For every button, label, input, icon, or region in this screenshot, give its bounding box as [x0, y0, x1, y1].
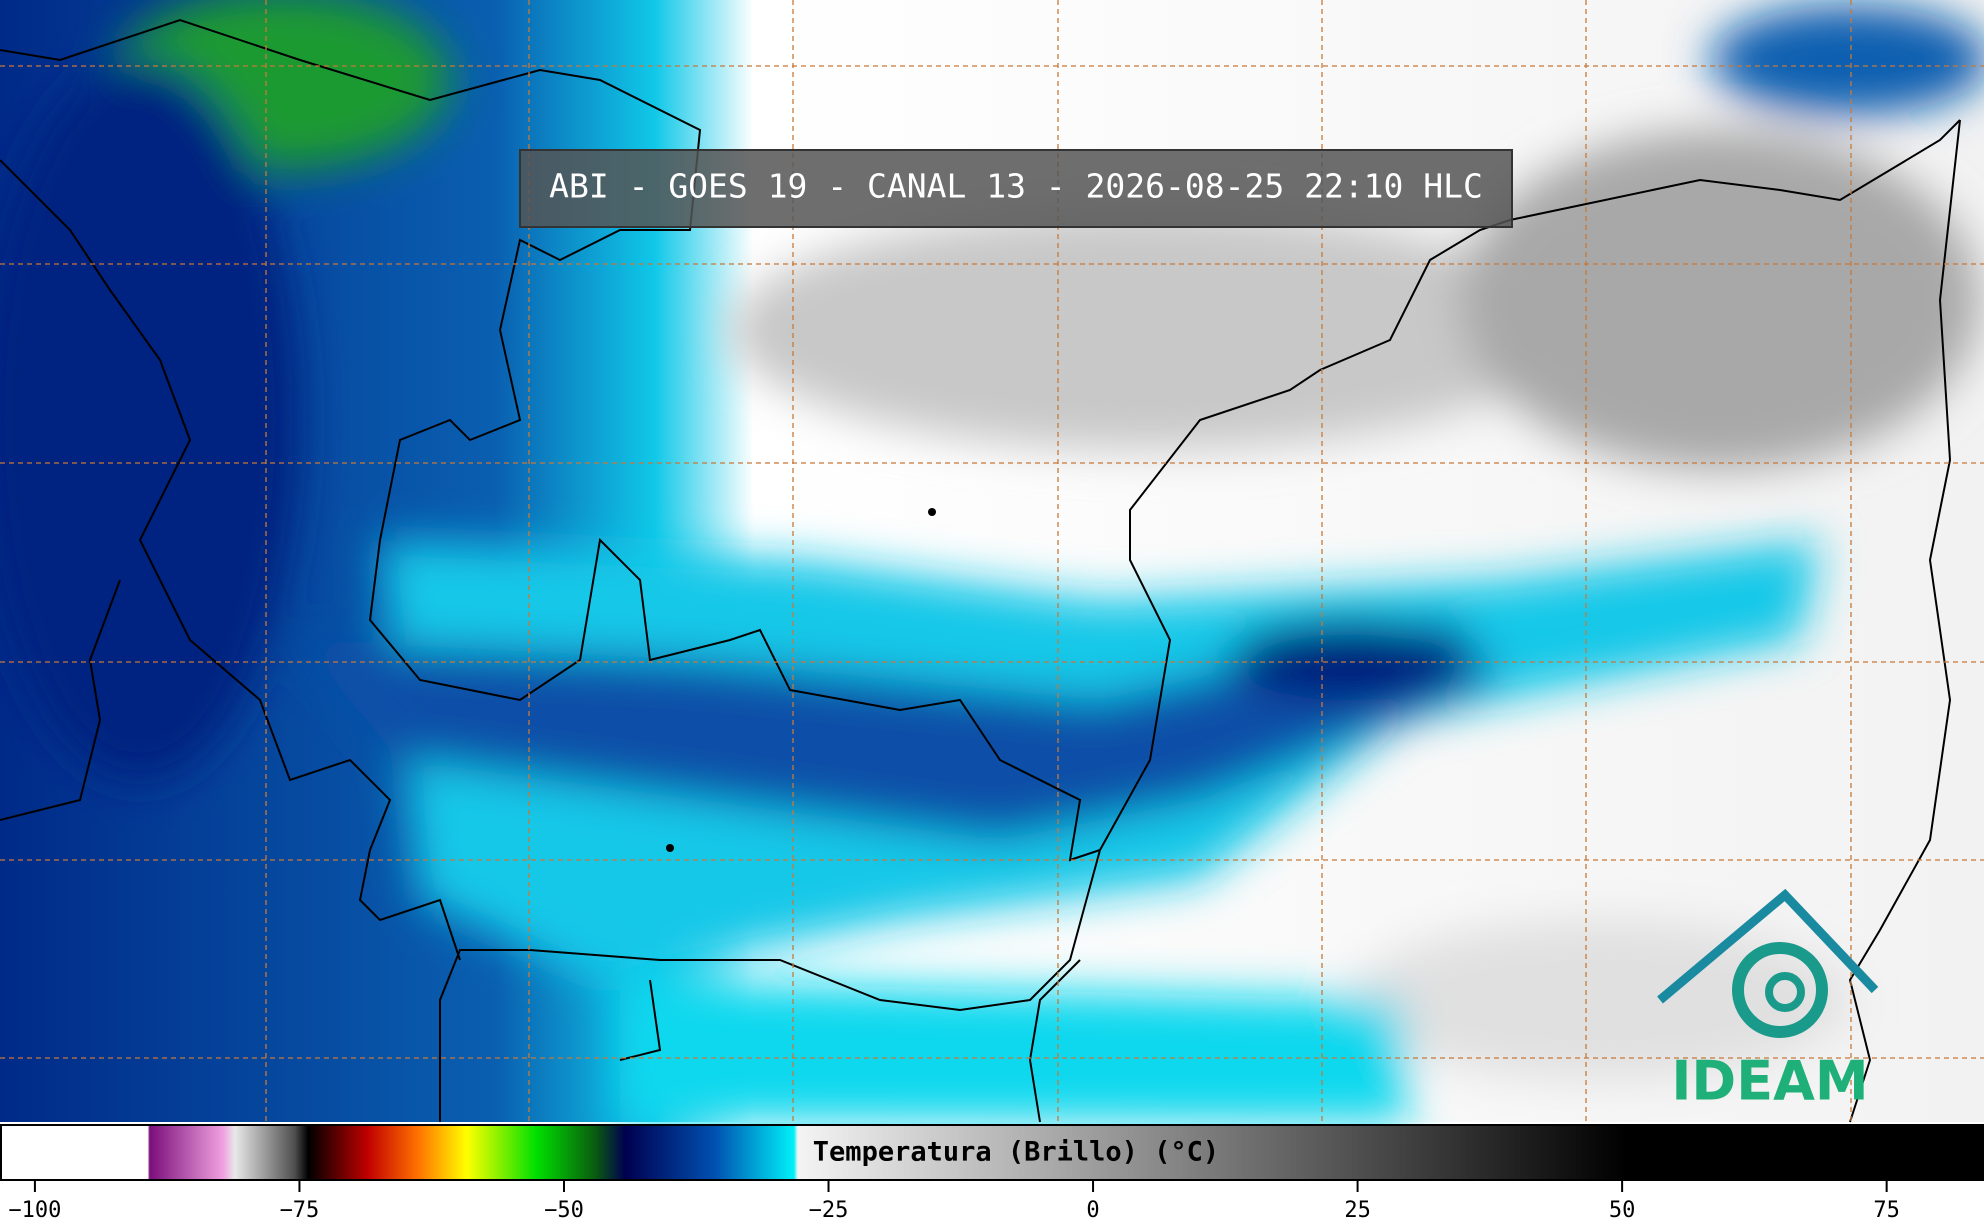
- tick-label: −25: [809, 1198, 849, 1223]
- tick-label: 50: [1609, 1198, 1636, 1223]
- borders: [0, 18, 1961, 1123]
- title-box: ABI - GOES 19 - CANAL 13 - 2026-08-25 22…: [519, 149, 1513, 228]
- tick-label: −75: [280, 1198, 320, 1223]
- logo: IDEAM: [1657, 888, 1879, 1113]
- colorbar-label: Temperatura (Brillo) (°C): [813, 1137, 1219, 1168]
- tick-label: 75: [1873, 1198, 1900, 1223]
- graticule: [0, 0, 1984, 1122]
- colorbar: Temperatura (Brillo) (°C): [0, 1124, 1984, 1181]
- title: ABI - GOES 19 - CANAL 13 - 2026-08-25 22…: [549, 167, 1483, 206]
- city-dot: [666, 844, 674, 852]
- logo-text: IDEAM: [1671, 1050, 1868, 1113]
- tick-label: −100: [8, 1198, 61, 1223]
- city-dot: [928, 508, 936, 516]
- tick-label: −50: [544, 1198, 584, 1223]
- tick-label: 0: [1086, 1198, 1099, 1223]
- tick-label: 25: [1344, 1198, 1371, 1223]
